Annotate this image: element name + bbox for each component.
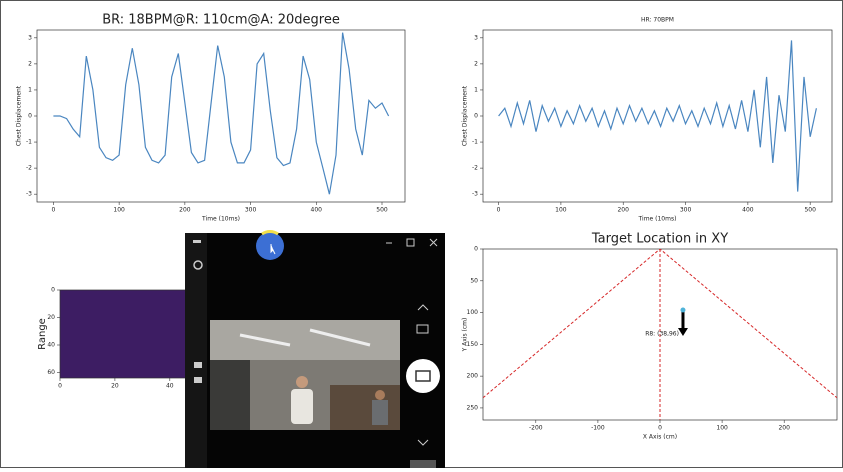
x-axis-label: Time (10ms) bbox=[638, 216, 677, 223]
x-tick-label: 500 bbox=[804, 207, 816, 214]
y-tick-label: -2 bbox=[26, 165, 32, 172]
target-point bbox=[680, 308, 685, 313]
y-tick-label: 0 bbox=[51, 287, 55, 294]
x-tick-label: 400 bbox=[742, 207, 754, 214]
x-tick-label: 100 bbox=[555, 207, 567, 214]
x-tick-label: 200 bbox=[617, 207, 629, 214]
y-axis-label: Chest Displacement bbox=[16, 85, 23, 146]
y-tick-label: -1 bbox=[26, 139, 32, 146]
person-body bbox=[372, 400, 388, 425]
x-axis-label: X Axis (cm) bbox=[643, 434, 677, 441]
y-tick-label: 50 bbox=[470, 277, 478, 284]
desk bbox=[330, 385, 400, 430]
y-tick-label: 40 bbox=[47, 342, 55, 349]
chart-title: Target Location in XY bbox=[591, 232, 728, 247]
cursor-highlight bbox=[256, 232, 284, 260]
camera-preview bbox=[210, 320, 400, 430]
y-axis-label: Chest Displacement bbox=[462, 85, 469, 146]
camera-app bbox=[185, 231, 445, 468]
y-tick-label: 0 bbox=[474, 113, 478, 120]
y-tick-label: 0 bbox=[28, 113, 32, 120]
y-tick-label: 3 bbox=[28, 34, 32, 41]
app-icon bbox=[193, 240, 201, 243]
x-tick-label: 300 bbox=[680, 207, 692, 214]
x-tick-label: 0 bbox=[58, 383, 62, 390]
heatmap bbox=[60, 290, 200, 378]
x-tick-label: 200 bbox=[179, 207, 191, 214]
x-tick-label: 20 bbox=[111, 383, 119, 390]
x-tick-label: 0 bbox=[52, 207, 56, 214]
screen: BR: 18BPM@R: 110cm@A: 20degree Time (10ms… bbox=[0, 0, 843, 468]
x-tick-label: 0 bbox=[658, 425, 662, 432]
x-tick-label: -100 bbox=[591, 425, 605, 432]
x-tick-label: -200 bbox=[529, 425, 543, 432]
person-body bbox=[291, 389, 313, 424]
y-tick-label: 3 bbox=[474, 34, 478, 41]
y-tick-label: 20 bbox=[47, 314, 55, 321]
mode-button[interactable] bbox=[194, 362, 202, 368]
y-axis-label: Range bbox=[37, 318, 48, 350]
x-tick-label: 40 bbox=[166, 383, 174, 390]
y-tick-label: 200 bbox=[467, 373, 479, 380]
y-tick-label: 100 bbox=[467, 309, 479, 316]
shelf bbox=[210, 360, 250, 430]
x-tick-label: 400 bbox=[311, 207, 323, 214]
x-tick-label: 300 bbox=[245, 207, 257, 214]
y-tick-label: 250 bbox=[467, 404, 479, 411]
chart-title: BR: 18BPM@R: 110cm@A: 20degree bbox=[102, 13, 340, 28]
ceiling bbox=[210, 320, 400, 360]
x-tick-label: 500 bbox=[376, 207, 388, 214]
y-tick-label: 60 bbox=[47, 369, 55, 376]
y-tick-label: 2 bbox=[28, 60, 32, 67]
mode-button[interactable] bbox=[194, 377, 202, 383]
person-head bbox=[375, 390, 385, 400]
y-tick-label: 150 bbox=[467, 341, 479, 348]
x-tick-label: 100 bbox=[716, 425, 728, 432]
x-axis-label: Time (10ms) bbox=[201, 216, 240, 223]
y-tick-label: 0 bbox=[474, 246, 478, 253]
capture-button[interactable] bbox=[406, 359, 440, 393]
thumbnail[interactable] bbox=[410, 460, 436, 468]
y-tick-label: -1 bbox=[472, 139, 478, 146]
x-tick-label: 100 bbox=[113, 207, 125, 214]
y-tick-label: 1 bbox=[474, 86, 478, 93]
chart-title: HR: 70BPM bbox=[641, 17, 674, 24]
person-head bbox=[296, 376, 308, 388]
y-tick-label: -2 bbox=[472, 165, 478, 172]
y-tick-label: -3 bbox=[472, 191, 478, 198]
y-tick-label: 1 bbox=[28, 86, 32, 93]
x-tick-label: 200 bbox=[778, 425, 790, 432]
target-label: R8: (38,96) bbox=[645, 331, 679, 338]
x-tick-label: 0 bbox=[497, 207, 501, 214]
y-tick-label: 2 bbox=[474, 60, 478, 67]
y-tick-label: -3 bbox=[26, 191, 32, 198]
